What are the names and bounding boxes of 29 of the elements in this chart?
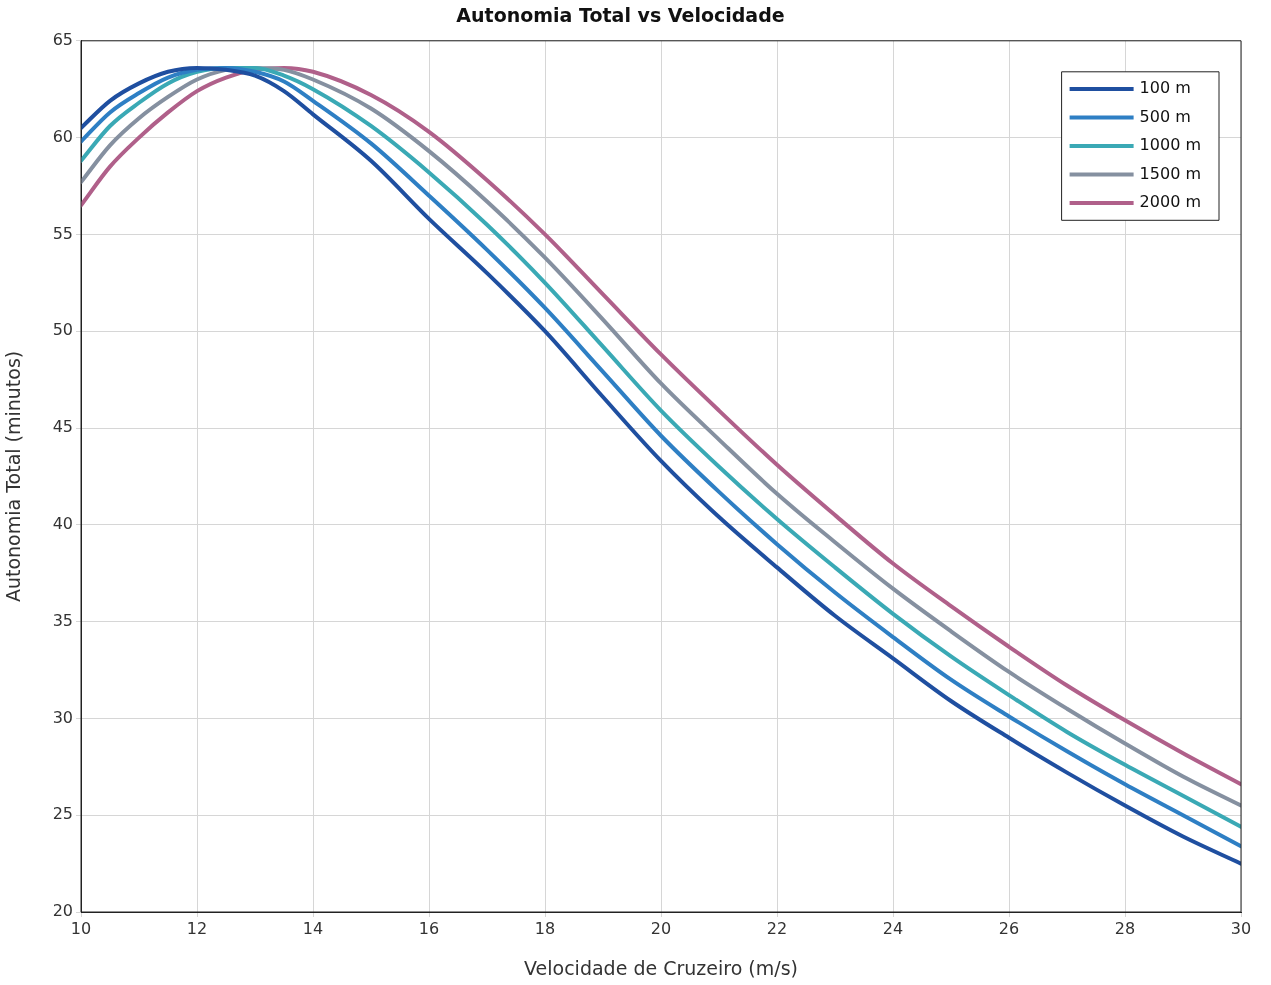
y-axis-title: Autonomia Total (minutos) [2, 350, 25, 603]
y-tick-label: 55 [52, 223, 73, 243]
x-tick-label: 28 [1114, 918, 1136, 938]
y-tick-label: 40 [52, 513, 73, 533]
x-tick-label: 22 [766, 918, 788, 938]
y-tick-label: 25 [52, 804, 73, 824]
x-tick-label: 14 [302, 918, 324, 938]
y-tick-label: 35 [52, 610, 73, 630]
x-tick-label: 10 [70, 918, 92, 938]
legend-label: 1000 m [1139, 135, 1201, 155]
legend-label: 2000 m [1139, 192, 1201, 212]
x-tick-label: 24 [882, 918, 904, 938]
x-tick-label: 12 [186, 918, 208, 938]
y-tick-label: 60 [52, 126, 73, 146]
y-tick-label: 30 [52, 707, 73, 727]
x-tick-label: 30 [1230, 918, 1252, 938]
x-tick-label: 26 [998, 918, 1020, 938]
legend-label: 1500 m [1139, 163, 1201, 183]
x-tick-label: 18 [534, 918, 556, 938]
y-tick-label: 50 [52, 320, 73, 340]
y-tick-label: 20 [52, 901, 73, 921]
legend-label: 100 m [1139, 78, 1191, 98]
x-tick-label: 20 [650, 918, 672, 938]
x-axis-title: Velocidade de Cruzeiro (m/s) [524, 956, 798, 979]
legend-label: 500 m [1139, 106, 1191, 126]
y-tick-label: 65 [52, 29, 73, 49]
chart-title: Autonomia Total vs Velocidade [456, 4, 785, 27]
y-tick-label: 45 [52, 417, 73, 437]
x-tick-label: 16 [418, 918, 440, 938]
